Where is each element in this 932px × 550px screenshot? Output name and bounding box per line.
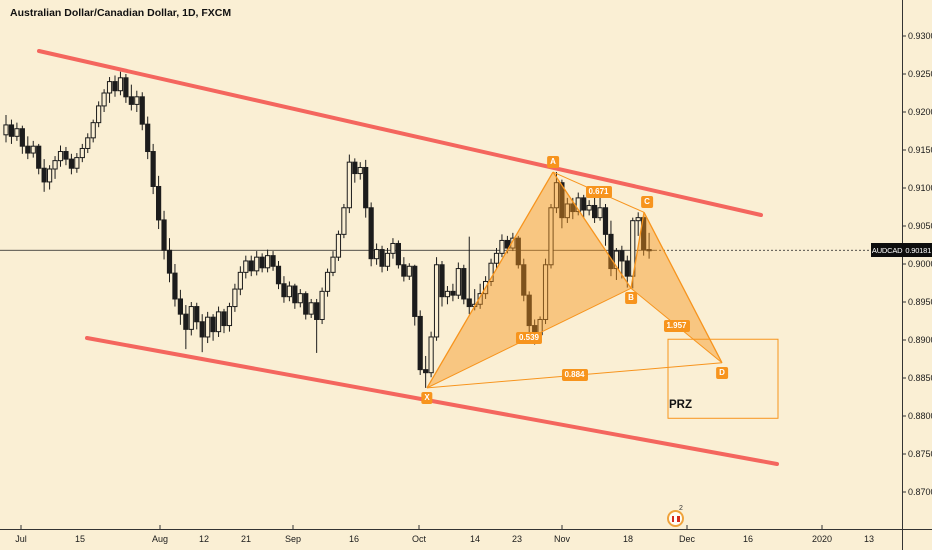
economic-events-marker[interactable]: 2 [667, 505, 684, 527]
prz-annotation[interactable]: PRZ [669, 399, 692, 411]
last-price-symbol: AUDCAD [871, 245, 903, 255]
event-count: 2 [679, 505, 683, 512]
last-price-value: 0.90181 [905, 245, 932, 255]
chart-title: Australian Dollar/Canadian Dollar, 1D, F… [10, 7, 232, 19]
canada-flag-icon [671, 516, 680, 522]
last-price-tag: AUDCAD 0.90181 [871, 243, 932, 257]
